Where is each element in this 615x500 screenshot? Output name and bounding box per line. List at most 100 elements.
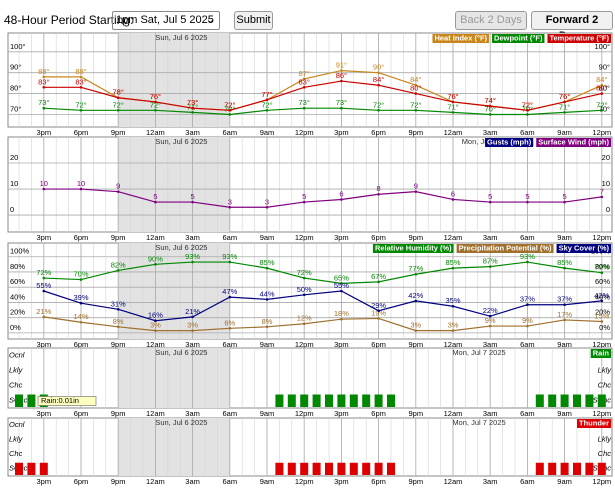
- x-tick-label: 6pm: [371, 233, 386, 242]
- x-tick-label: 3pm: [334, 477, 349, 486]
- period-select[interactable]: 1pm Sat, Jul 5 2025 ⌄: [112, 11, 220, 30]
- legend-label: Dewpoint (°F): [494, 33, 543, 42]
- series-dot: [42, 289, 46, 293]
- x-tick-label: 3pm: [37, 233, 52, 242]
- category-block: [548, 462, 557, 475]
- submit-button[interactable]: Submit: [234, 11, 273, 30]
- value-label: 72°: [113, 100, 124, 109]
- legend-label: Thunder: [579, 418, 609, 427]
- series-dot: [154, 108, 157, 112]
- x-tick-label: 3am: [483, 477, 498, 486]
- series-dot: [600, 83, 604, 87]
- value-label: 14%: [73, 312, 88, 321]
- night-shade: [118, 137, 230, 232]
- value-label: 93%: [222, 252, 237, 261]
- category-block: [585, 462, 594, 475]
- category-block: [39, 394, 48, 407]
- back-button[interactable]: Back 2 Days: [455, 11, 527, 30]
- series-dot: [42, 276, 46, 280]
- value-label: 6: [339, 189, 343, 198]
- annotation: Rain:0.01in: [41, 396, 79, 405]
- series-dot: [414, 92, 418, 95]
- dropdown-arrow: ⌄: [205, 14, 215, 26]
- x-tick-label: 3am: [185, 128, 200, 137]
- value-label: 12%: [297, 314, 312, 323]
- y-tick-label-right: 40%: [595, 292, 610, 301]
- y-tick-label: 80%: [10, 262, 25, 271]
- series-dot: [228, 113, 232, 116]
- x-tick-label: 12am: [146, 340, 165, 349]
- value-label: 70°: [522, 104, 533, 113]
- category-block: [300, 394, 309, 407]
- series-dot: [340, 289, 343, 293]
- value-label: 10: [40, 179, 48, 188]
- x-tick-label: 3am: [185, 233, 200, 242]
- value-label: 85%: [445, 258, 460, 267]
- series-dot: [302, 322, 306, 326]
- value-label: 5: [153, 192, 157, 201]
- value-label: 19%: [371, 308, 386, 317]
- value-label: 93%: [520, 252, 535, 261]
- category-block: [27, 394, 36, 407]
- value-label: 83°: [75, 77, 86, 86]
- series-dot: [191, 329, 194, 332]
- x-tick-label: 9am: [557, 128, 572, 137]
- x-tick-label: 9am: [557, 340, 572, 349]
- legend-label: Relative Humidity (%): [375, 243, 452, 252]
- series-dot: [488, 324, 492, 328]
- series-dot: [563, 100, 566, 104]
- series-dot: [563, 266, 566, 270]
- value-label: 5: [302, 192, 306, 201]
- row-label: Ocnl: [9, 350, 25, 359]
- forward-button[interactable]: Forward 2 Days: [531, 11, 613, 42]
- series-dot: [191, 315, 194, 319]
- y-tick-label-right: 20: [602, 153, 610, 162]
- x-tick-label: 6am: [223, 409, 238, 418]
- series-dot: [414, 272, 418, 276]
- value-label: 72°: [522, 100, 533, 109]
- series-dot: [265, 205, 269, 209]
- series-dot: [302, 293, 306, 297]
- category-block: [548, 394, 557, 407]
- x-tick-label: 12am: [146, 128, 165, 137]
- series-dot: [488, 265, 492, 268]
- series-line: [43, 261, 602, 284]
- category-block: [337, 462, 346, 475]
- y-tick-label: 0%: [10, 323, 21, 332]
- value-label: 83°: [299, 77, 310, 86]
- series-dot: [563, 111, 566, 114]
- series-line: [43, 107, 602, 116]
- x-tick-label: 9pm: [111, 409, 126, 418]
- series-dot: [414, 299, 418, 303]
- x-tick-label: 6am: [520, 477, 535, 486]
- night-shade: [118, 348, 230, 408]
- value-label: 37%: [520, 295, 535, 304]
- series-dot: [451, 329, 455, 332]
- category-block: [275, 462, 284, 475]
- value-label: 9: [414, 182, 418, 191]
- series-dot: [302, 106, 306, 110]
- value-label: 5: [488, 192, 492, 201]
- value-label: 22%: [483, 306, 498, 315]
- legend-box: [432, 34, 490, 43]
- x-tick-label: 12pm: [592, 340, 611, 349]
- series-dot: [42, 106, 46, 110]
- series-dot: [191, 111, 194, 114]
- row-label: Chc: [9, 380, 23, 389]
- x-tick-label: 3pm: [37, 340, 52, 349]
- series-dot: [526, 324, 529, 328]
- value-label: 31%: [111, 299, 126, 308]
- x-tick-label: 3am: [483, 340, 498, 349]
- series-line: [43, 80, 602, 111]
- row-label: Chc: [9, 449, 23, 458]
- value-label: 37%: [557, 295, 572, 304]
- series-dot: [340, 198, 343, 201]
- x-tick-label: 3pm: [37, 409, 52, 418]
- value-label: 74°: [485, 96, 496, 105]
- series-dot: [116, 325, 120, 329]
- x-tick-label: 9pm: [409, 233, 424, 242]
- series-dot: [600, 108, 604, 112]
- category-block: [560, 462, 569, 475]
- period-label: 48-Hour Period Starting:: [4, 13, 134, 27]
